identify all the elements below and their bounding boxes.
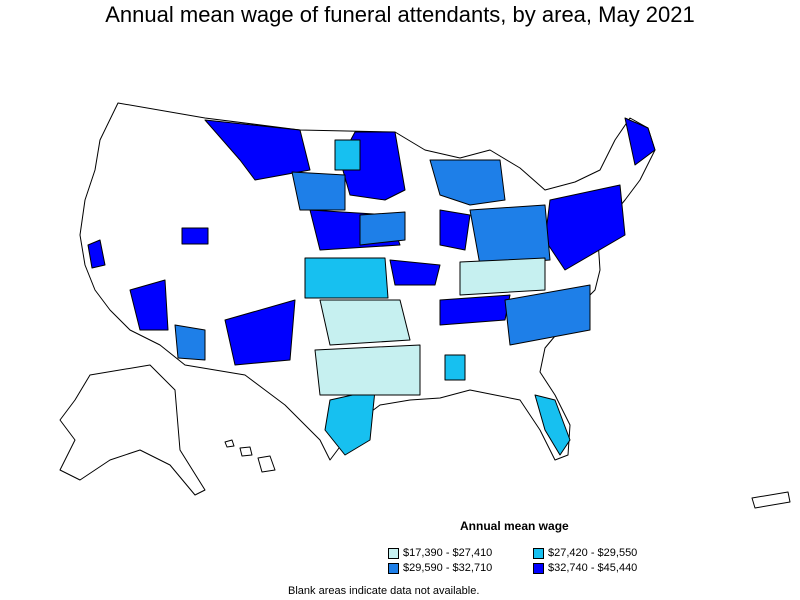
kansas-region [304, 257, 389, 299]
carolina-region [504, 284, 591, 346]
wage-band-4-regions [87, 117, 656, 366]
legend-label-band-2: $27,420 - $29,550 [548, 547, 638, 559]
map-title: Annual mean wage of funeral attendants, … [105, 2, 695, 27]
legend-swatch-band-2 [533, 547, 544, 559]
illinois-region [439, 209, 471, 251]
hawaii-islands [224, 439, 276, 473]
colorado-region [181, 227, 209, 245]
maine-region [624, 117, 656, 166]
california-bay-region [87, 239, 106, 269]
newmexico-region [224, 299, 296, 366]
wage-band-2-regions [304, 139, 571, 456]
arizona-region [129, 279, 169, 331]
missouri-region [389, 259, 441, 286]
arizona-south-region [174, 324, 206, 361]
michigan-region [429, 159, 506, 206]
dakota-east-region [334, 139, 361, 171]
kentucky-region [459, 257, 546, 296]
legend-item-band-3: $29,590 - $32,710 [388, 562, 492, 574]
legend-swatch-band-1 [388, 547, 399, 559]
legend-label-band-4: $32,740 - $45,440 [548, 562, 638, 574]
footnote: Blank areas indicate data not available. [288, 585, 480, 597]
texas-north-region [314, 344, 421, 396]
alabama-region [444, 354, 466, 381]
montana-region [204, 119, 311, 181]
legend-swatch-band-4 [533, 562, 544, 574]
iowa-region [359, 211, 406, 246]
legend-item-band-4: $32,740 - $45,440 [533, 562, 637, 574]
oklahoma-region [319, 299, 411, 346]
wage-band-3-regions [174, 159, 591, 361]
wyoming-region [291, 171, 346, 211]
legend-label-band-3: $29,590 - $32,710 [403, 562, 493, 574]
alaska-outline [59, 364, 206, 496]
legend-item-band-2: $27,420 - $29,550 [533, 547, 637, 559]
puerto-rico-outline [751, 491, 791, 509]
legend-label-band-1: $17,390 - $27,410 [403, 547, 493, 559]
legend-item-band-1: $17,390 - $27,410 [388, 547, 492, 559]
legend-title: Annual mean wage [460, 519, 569, 533]
florida-region [534, 394, 571, 456]
tennessee-region [439, 294, 511, 326]
ohio-valley-region [469, 204, 551, 266]
wage-band-1-regions [314, 257, 546, 396]
legend-swatch-band-3 [388, 562, 399, 574]
